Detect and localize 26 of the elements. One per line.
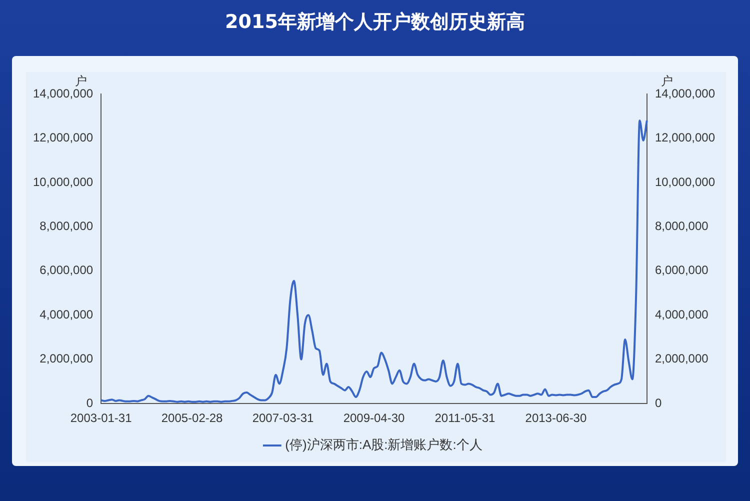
y2-tick-label: 14,000,000 (654, 86, 716, 100)
y2-tick-label: 0 (654, 396, 662, 410)
x-tick-label: 2005-02-28 (161, 411, 224, 426)
x-tick-label: 2009-04-30 (343, 411, 406, 426)
y2-tick-label: 8,000,000 (654, 219, 709, 233)
y-tick-label: 12,000,000 (32, 130, 94, 145)
x-tick-label: 2003-01-31 (70, 411, 132, 426)
y2-tick-label: 2,000,000 (654, 352, 709, 366)
chart-title: 2015年新增个人开户数创历史新高 (224, 10, 526, 35)
y-tick-label: 4,000,000 (40, 307, 94, 322)
legend-label: (停)沪深两市:A股:新增账户数:个人 (285, 437, 482, 452)
y-tick-label: 10,000,000 (32, 174, 94, 189)
y-axis-title: 户 (75, 74, 88, 88)
y-tick-label: 8,000,000 (40, 219, 94, 233)
x-tick-label: 2011-05-31 (434, 411, 496, 426)
y2-axis-title: 户 (660, 74, 673, 88)
y2-tick-label: 12,000,000 (654, 130, 716, 145)
y-tick-label: 0 (86, 396, 94, 410)
y-tick-label: 14,000,000 (32, 86, 94, 100)
x-tick-label: 2013-06-30 (525, 411, 587, 426)
y-tick-label: 2,000,000 (40, 352, 94, 366)
y-tick-label: 6,000,000 (40, 263, 94, 278)
y2-tick-label: 6,000,000 (654, 263, 709, 278)
y2-tick-label: 10,000,000 (654, 174, 716, 189)
x-tick-label: 2007-03-31 (252, 411, 314, 426)
y2-tick-label: 4,000,000 (654, 307, 709, 322)
